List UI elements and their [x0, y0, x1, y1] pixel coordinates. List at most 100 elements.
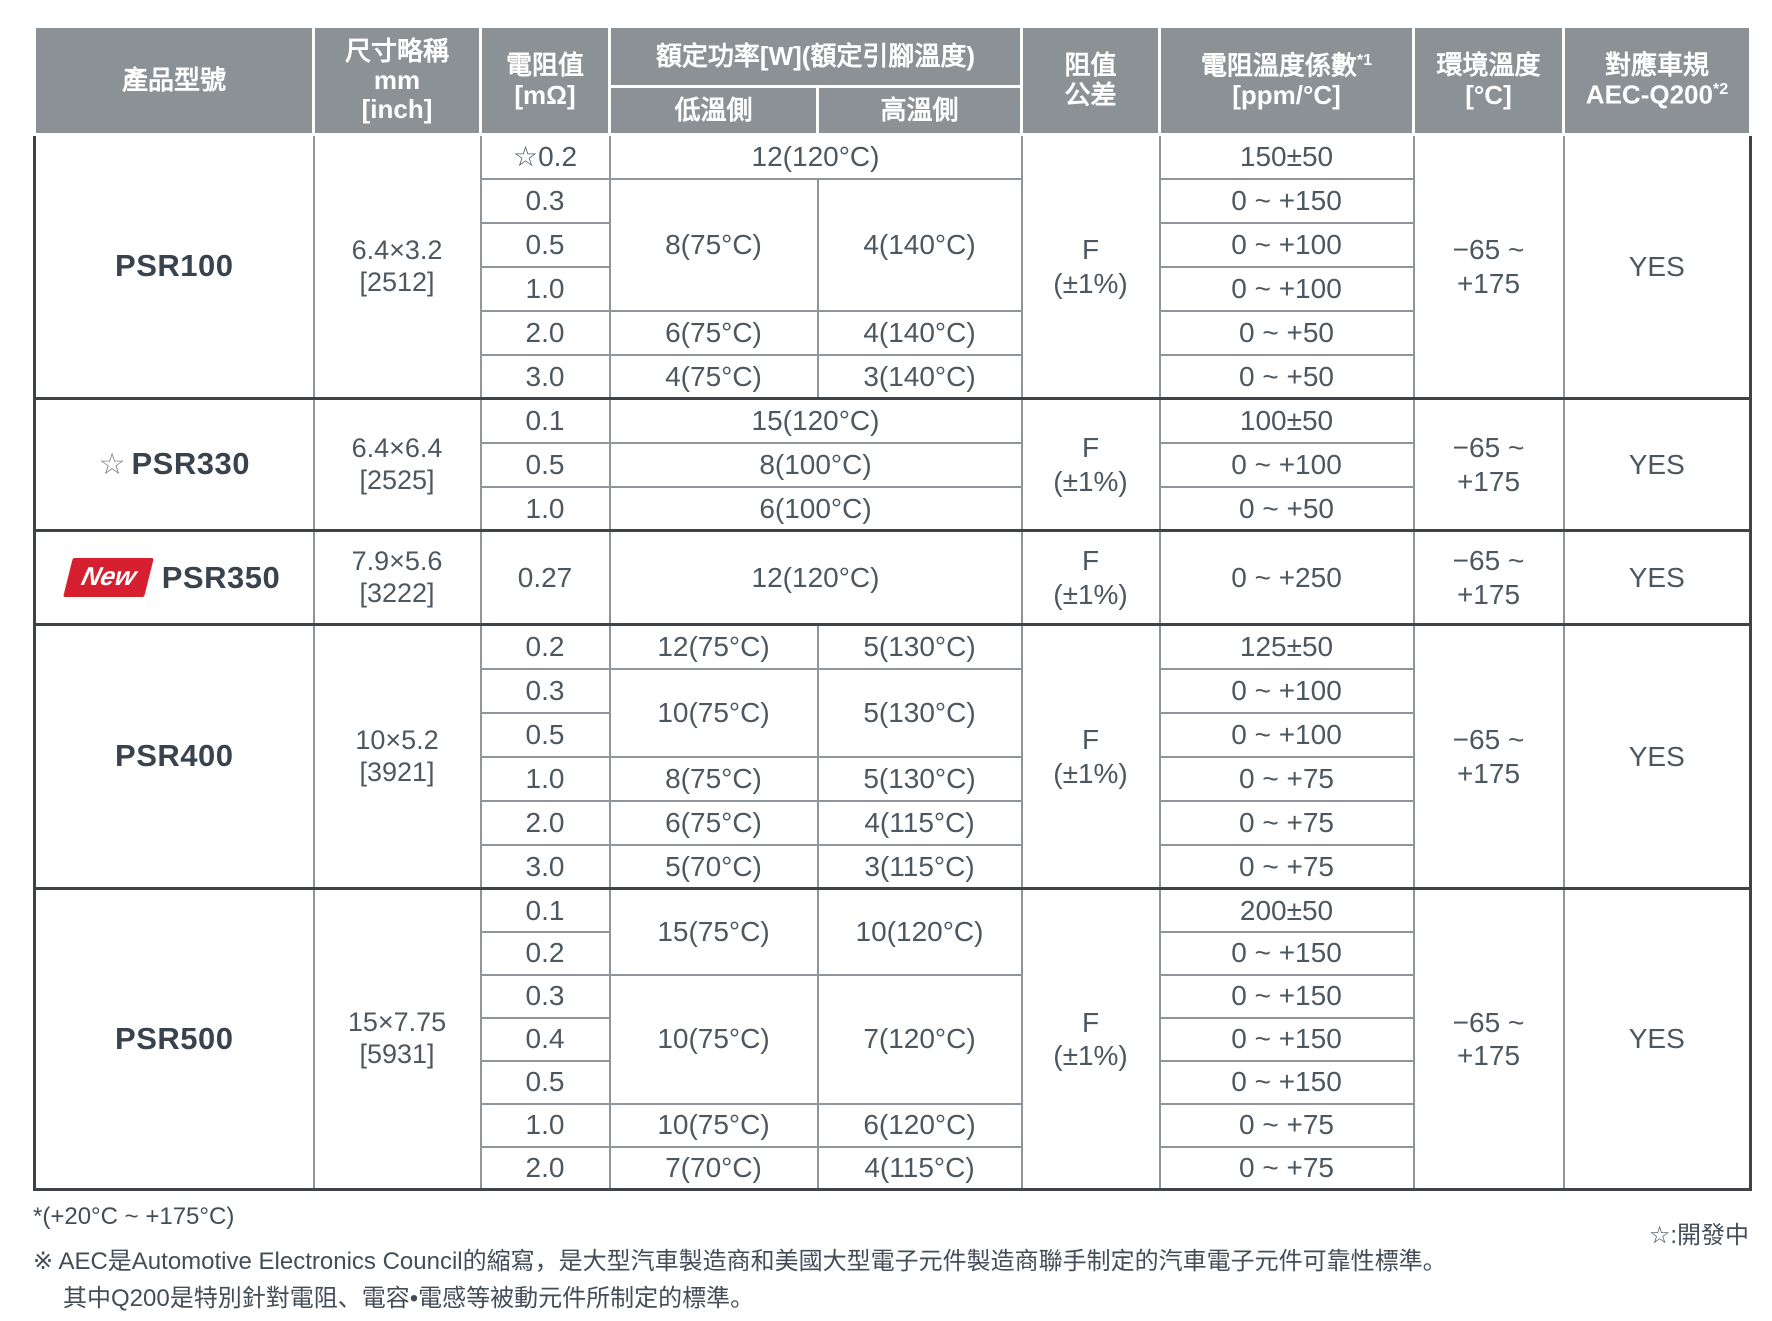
power-merged-cell: 8(100°C): [608, 441, 1023, 488]
resistance-cell: 0.3: [479, 973, 611, 1019]
table-row: 2.0 6(75°C) 4(115°C) 0 ~ +75: [35, 799, 1751, 846]
power-high-cell: 7(120°C): [816, 973, 1023, 1105]
resistance-cell: 0.5: [479, 1059, 611, 1105]
power-header: 額定功率[W](額定引腳溫度): [608, 25, 1023, 88]
table-row: PSR400 10×5.2 [3921] 0.2 12(75°C) 5(130°…: [33, 623, 1752, 890]
tcr-cell: 0 ~ +75: [1158, 1145, 1415, 1191]
power-high-cell: 3(140°C): [816, 353, 1023, 400]
power-high-cell: 5(130°C): [816, 623, 1023, 670]
resistance-cell: 2.0: [479, 1145, 611, 1191]
size-header: 尺寸略稱 mm [inch]: [312, 25, 482, 136]
power-low-cell: 7(70°C): [608, 1145, 819, 1191]
aec-footnote-line2: 其中Q200是特別針對電阻、電容•電感等被動元件所制定的標準。: [63, 1285, 755, 1312]
tcr-cell: 0 ~ +50: [1158, 353, 1415, 400]
tolerance-cell: F (±1%): [1020, 133, 1161, 400]
power-low-cell: 10(75°C): [608, 667, 819, 758]
ambient-header: 環境溫度 [°C]: [1412, 25, 1565, 136]
power-low-cell: 6(75°C): [608, 799, 819, 846]
resistance-cell: 0.4: [479, 1016, 611, 1062]
power-high-cell: 5(130°C): [816, 755, 1023, 802]
product-name: PSR350: [161, 560, 281, 596]
spec-table-wrapper: 產品型號 尺寸略稱 mm [inch] 電阻值 [mΩ] 額定功率[W](額定引…: [33, 25, 1752, 1191]
resistance-cell: 0.3: [479, 177, 611, 224]
tcr-cell: 0 ~ +150: [1158, 177, 1415, 224]
product-cell: ☆ PSR330: [33, 397, 315, 532]
power-low-cell: 5(70°C): [608, 843, 819, 890]
ambient-cell: −65 ~ +175: [1412, 397, 1565, 532]
resistance-cell: 0.2: [479, 930, 611, 976]
resistance-cell: 1.0: [479, 485, 611, 532]
tcr-cell: 0 ~ +150: [1158, 1016, 1415, 1062]
table-row: 0.3 10(75°C) 5(130°C) 0 ~ +100: [35, 667, 1751, 758]
ambient-cell: −65 ~ +175: [1412, 887, 1565, 1191]
table-row: 0.3 8(75°C) 4(140°C) 0 ~ +150: [35, 177, 1751, 312]
resistance-cell: 1.0: [479, 265, 611, 312]
development-note: ☆:開發中: [1648, 1222, 1749, 1249]
ambient-cell: −65 ~ +175: [1412, 529, 1565, 626]
resistance-cell: 1.0: [479, 1102, 611, 1148]
power-merged-cell: 12(120°C): [608, 529, 1023, 626]
table-row: 3.0 4(75°C) 3(140°C) 0 ~ +50: [35, 353, 1751, 400]
table-row: 0.4 0 ~ +150: [35, 1016, 1751, 1062]
resistance-cell: 3.0: [479, 843, 611, 890]
ambient-cell: −65 ~ +175: [1412, 623, 1565, 890]
table-row: 1.0 10(75°C) 6(120°C) 0 ~ +75: [35, 1102, 1751, 1148]
power-merged-cell: 15(120°C): [608, 397, 1023, 444]
tolerance-cell: F (±1%): [1020, 887, 1161, 1191]
tcr-cell: 100±50: [1158, 397, 1415, 444]
product-name: PSR500: [115, 1020, 234, 1056]
power-low-cell: 8(75°C): [608, 755, 819, 802]
aec-cell: YES: [1562, 397, 1752, 532]
power-low-cell: 12(75°C): [608, 623, 819, 670]
table-body: PSR100 6.4×3.2 [2512] ☆0.2 12(120°C) F (…: [33, 133, 1752, 1191]
aec-header-std-text: AEC-Q200: [1585, 79, 1713, 110]
tcr-cell: 0 ~ +150: [1158, 973, 1415, 1019]
ambient-cell: −65 ~ +175: [1412, 133, 1565, 400]
resistance-cell: 0.5: [479, 711, 611, 758]
resistance-cell: 0.27: [479, 529, 611, 626]
tcr-cell: 0 ~ +250: [1158, 529, 1415, 626]
size-cell: 10×5.2 [3921]: [312, 623, 482, 890]
tcr-header: 電阻溫度係數*1 [ppm/°C]: [1158, 25, 1415, 136]
temp-range-footnote: *(+20°C ~ +175°C): [33, 1203, 235, 1230]
tolerance-cell: F (±1%): [1020, 623, 1161, 890]
product-header: 產品型號: [33, 25, 315, 136]
table-row: 0.5 0 ~ +150: [35, 1059, 1751, 1105]
resistance-header: 電阻值 [mΩ]: [479, 25, 611, 136]
table-row: 0.5 0 ~ +100: [35, 221, 1751, 268]
aec-header: 對應車規 AEC-Q200*2: [1562, 25, 1752, 136]
tcr-cell: 0 ~ +150: [1158, 1059, 1415, 1105]
size-cell: 15×7.75 [5931]: [312, 887, 482, 1191]
product-cell: PSR100: [33, 133, 315, 400]
table-row: ☆ PSR330 6.4×6.4 [2525] 0.1 15(120°C) F (…: [33, 397, 1752, 532]
tcr-cell: 0 ~ +100: [1158, 711, 1415, 758]
power-high-cell: 4(115°C): [816, 1145, 1023, 1191]
aec-header-std: AEC-Q200*2: [1569, 80, 1745, 110]
power-high-cell: 10(120°C): [816, 887, 1023, 976]
power-low-header: 低溫側: [608, 85, 819, 136]
resistance-cell: 2.0: [479, 309, 611, 356]
power-high-cell: 5(130°C): [816, 667, 1023, 758]
power-low-cell: 6(75°C): [608, 309, 819, 356]
table-row: 1.0 0 ~ +100: [35, 265, 1751, 312]
header-row-2: 低溫側 高溫側: [35, 85, 1751, 136]
tcr-cell: 0 ~ +100: [1158, 441, 1415, 488]
resistance-cell: 0.5: [479, 441, 611, 488]
tcr-cell: 0 ~ +100: [1158, 667, 1415, 714]
product-name: PSR400: [115, 738, 234, 774]
tcr-header-text: 電阻溫度係數: [1200, 50, 1357, 81]
tcr-header-unit: [ppm/°C]: [1232, 79, 1341, 110]
tcr-cell: 0 ~ +150: [1158, 930, 1415, 976]
table-row: 1.0 6(100°C) 0 ~ +50: [35, 485, 1751, 532]
resistance-cell: 0.1: [479, 397, 611, 444]
power-high-cell: 4(140°C): [816, 309, 1023, 356]
power-high-cell: 4(115°C): [816, 799, 1023, 846]
product-name: PSR100: [115, 248, 234, 284]
resistance-cell: 1.0: [479, 755, 611, 802]
product-cell: New PSR350: [33, 529, 315, 626]
tcr-cell: 200±50: [1158, 887, 1415, 933]
tcr-cell: 150±50: [1158, 133, 1415, 180]
table-row: New PSR350 7.9×5.6 [3222] 0.27 12(120°C) …: [33, 529, 1752, 626]
power-low-cell: 10(75°C): [608, 1102, 819, 1148]
power-merged-cell: 12(120°C): [608, 133, 1023, 180]
